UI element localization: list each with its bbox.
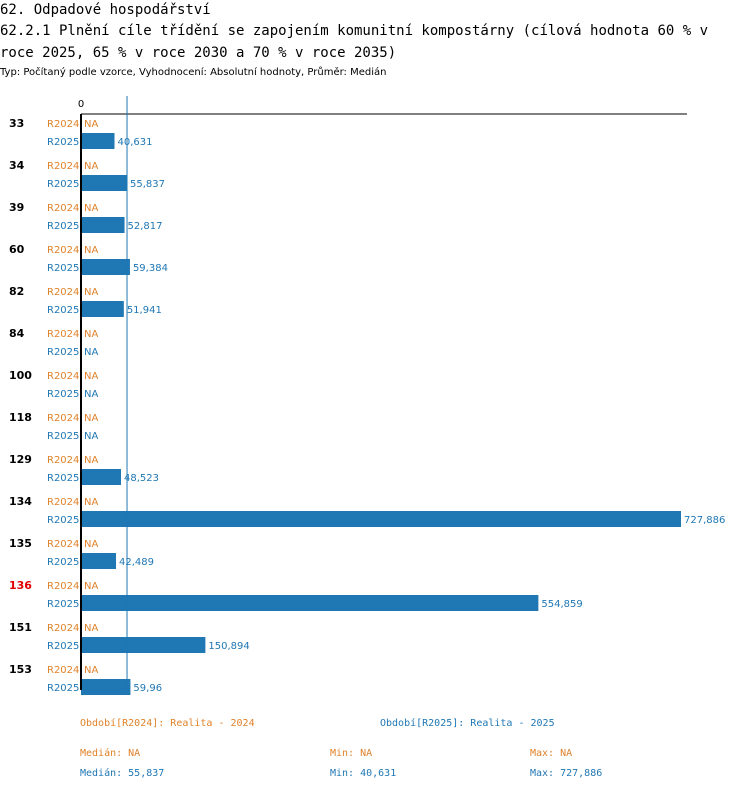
category-label: 33 [9,117,24,130]
data-label: 150,894 [208,641,249,652]
category-label: 84 [9,327,25,340]
data-label: 52,817 [128,221,163,232]
series-label: R2025 [47,221,79,232]
bar [81,469,121,485]
series-label: R2024 [47,287,79,298]
category-label: 34 [9,159,25,172]
data-label: NA [84,497,98,508]
series-label: R2025 [47,263,79,274]
legend-period-2025: Období[R2025]: Realita - 2025 [380,718,555,729]
series-label: R2024 [47,665,79,676]
data-label: NA [84,455,98,466]
stat-min-2025: Min: 40,631 [330,768,397,779]
category-label: 118 [9,411,32,424]
series-label: R2025 [47,683,79,694]
x-tick-label-zero: 0 [78,99,84,110]
category-label: 135 [9,537,32,550]
category-label: 100 [9,369,32,382]
bar [81,301,124,317]
series-label: R2024 [47,329,79,340]
data-label: NA [84,413,98,424]
series-label: R2025 [47,515,79,526]
data-label: 40,631 [117,137,152,148]
series-label: R2024 [47,119,79,130]
series-label: R2025 [47,473,79,484]
series-label: R2024 [47,623,79,634]
series-label: R2024 [47,413,79,424]
category-label: 60 [9,243,25,256]
data-label: NA [84,329,98,340]
data-label: 48,523 [124,473,159,484]
data-label: NA [84,581,98,592]
legend-period-2024: Období[R2024]: Realita - 2024 [80,718,255,729]
bar [81,637,206,653]
data-label: NA [84,665,98,676]
data-label: 59,96 [133,683,162,694]
series-label: R2024 [47,455,79,466]
series-label: R2024 [47,539,79,550]
bar [81,679,131,695]
data-label: NA [84,203,98,214]
series-label: R2025 [47,305,79,316]
data-label: 42,489 [119,557,154,568]
indicator-meta: Typ: Počítaný podle vzorce, Vyhodnocení:… [0,67,387,78]
series-label: R2024 [47,497,79,508]
series-label: R2025 [47,137,79,148]
data-label: NA [84,539,98,550]
series-label: R2024 [47,203,79,214]
bar [81,175,128,191]
category-label: 129 [9,453,32,466]
series-label: R2024 [47,161,79,172]
series-label: R2025 [47,641,79,652]
data-label: NA [84,119,98,130]
data-label: 59,384 [133,263,168,274]
series-label: R2025 [47,599,79,610]
data-label: NA [84,347,98,358]
category-label: 134 [9,495,32,508]
category-label: 151 [9,621,32,634]
series-label: R2024 [47,581,79,592]
data-label: 554,859 [541,599,582,610]
data-label: NA [84,371,98,382]
bar [81,133,115,149]
category-label: 136 [9,579,32,592]
data-label: 55,837 [130,179,165,190]
bar [81,511,681,527]
bar [81,217,125,233]
series-label: R2025 [47,347,79,358]
stat-min-2024: Min: NA [330,748,373,759]
series-label: R2024 [47,371,79,382]
indicator-title: 62.2.1 Plnění cíle třídění se zapojením … [0,23,709,61]
data-label: 51,941 [127,305,162,316]
category-label: 82 [9,285,24,298]
data-label: NA [84,623,98,634]
series-label: R2025 [47,431,79,442]
page-title: 62. Odpadové hospodářství [0,2,211,18]
series-label: R2024 [47,245,79,256]
stat-median-2025: Medián: 55,837 [80,768,165,779]
data-label: 727,886 [684,515,725,526]
stat-max-2025: Max: 727,886 [530,768,603,779]
stat-max-2024: Max: NA [530,748,573,759]
series-label: R2025 [47,179,79,190]
bar [81,595,539,611]
data-label: NA [84,389,98,400]
data-label: NA [84,161,98,172]
data-label: NA [84,431,98,442]
data-label: NA [84,287,98,298]
category-label: 153 [9,663,32,676]
category-label: 39 [9,201,24,214]
series-label: R2025 [47,389,79,400]
bar [81,553,117,569]
series-label: R2025 [47,557,79,568]
stat-median-2024: Medián: NA [80,748,141,759]
bar [81,259,130,275]
data-label: NA [84,245,98,256]
